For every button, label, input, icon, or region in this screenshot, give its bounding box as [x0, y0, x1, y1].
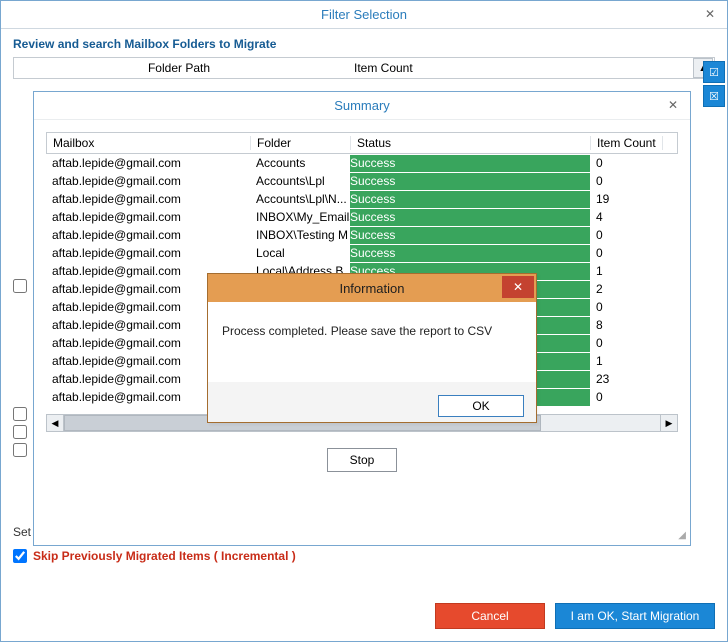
- close-icon[interactable]: ✕: [699, 5, 721, 23]
- cell-folder: Accounts\Lpl\N...: [250, 192, 350, 206]
- cell-mailbox: aftab.lepide@gmail.com: [46, 192, 250, 206]
- cell-mailbox: aftab.lepide@gmail.com: [46, 174, 250, 188]
- cell-folder: Local: [250, 246, 350, 260]
- start-migration-button[interactable]: I am OK, Start Migration: [555, 603, 715, 629]
- col-mailbox[interactable]: Mailbox: [47, 136, 251, 150]
- skip-label: Skip Previously Migrated Items ( Increme…: [33, 549, 296, 563]
- cell-count: 8: [590, 318, 662, 332]
- table-row[interactable]: aftab.lepide@gmail.comINBOX\Testing MSuc…: [46, 226, 678, 244]
- cell-mailbox: aftab.lepide@gmail.com: [46, 228, 250, 242]
- close-icon[interactable]: ✕: [502, 276, 534, 298]
- cell-status: Success: [350, 209, 590, 226]
- info-message: Process completed. Please save the repor…: [208, 302, 536, 338]
- status-badge: Success: [350, 155, 590, 172]
- folder-grid-header: Folder Path Item Count ▲: [13, 57, 715, 79]
- status-badge: Success: [350, 245, 590, 262]
- filter-selection-window: Filter Selection ✕ Review and search Mai…: [0, 0, 728, 642]
- skip-checkbox[interactable]: [13, 549, 27, 563]
- side-toggle-group: ☑ ☒: [703, 61, 725, 107]
- col-folder-path[interactable]: Folder Path: [14, 61, 344, 75]
- col-status[interactable]: Status: [351, 136, 591, 150]
- footer-buttons: Cancel I am OK, Start Migration: [435, 603, 715, 629]
- cell-count: 4: [590, 210, 662, 224]
- set-label: Set: [13, 525, 31, 539]
- row-checkbox[interactable]: [13, 443, 27, 457]
- cell-mailbox: aftab.lepide@gmail.com: [46, 210, 250, 224]
- row-checkbox[interactable]: [13, 425, 27, 439]
- cell-status: Success: [350, 245, 590, 262]
- table-row[interactable]: aftab.lepide@gmail.comAccounts\LplSucces…: [46, 172, 678, 190]
- status-badge: Success: [350, 209, 590, 226]
- col-folder[interactable]: Folder: [251, 136, 351, 150]
- skip-row: Skip Previously Migrated Items ( Increme…: [13, 549, 296, 563]
- deselect-all-icon[interactable]: ☒: [703, 85, 725, 107]
- cell-count: 1: [590, 264, 662, 278]
- summary-title: Summary: [334, 98, 390, 113]
- summary-grid-header: Mailbox Folder Status Item Count: [46, 132, 678, 154]
- cell-count: 19: [590, 192, 662, 206]
- cell-status: Success: [350, 173, 590, 190]
- summary-title-bar: Summary ✕: [34, 92, 690, 120]
- page-subtitle: Review and search Mailbox Folders to Mig…: [1, 29, 727, 57]
- cell-count: 0: [590, 390, 662, 404]
- cell-count: 1: [590, 354, 662, 368]
- scroll-right-icon[interactable]: ▶: [660, 414, 678, 432]
- cell-count: 23: [590, 372, 662, 386]
- cell-status: Success: [350, 155, 590, 172]
- status-badge: Success: [350, 191, 590, 208]
- col-item-count[interactable]: Item Count: [344, 61, 693, 75]
- status-badge: Success: [350, 227, 590, 244]
- close-icon[interactable]: ✕: [662, 96, 684, 114]
- row-checkbox[interactable]: [13, 279, 27, 293]
- cell-status: Success: [350, 191, 590, 208]
- cell-mailbox: aftab.lepide@gmail.com: [46, 156, 250, 170]
- information-dialog: Information ✕ Process completed. Please …: [207, 273, 537, 423]
- scroll-left-icon[interactable]: ◀: [46, 414, 64, 432]
- resize-grip-icon[interactable]: ◢: [678, 530, 686, 541]
- cell-count: 0: [590, 300, 662, 314]
- table-row[interactable]: aftab.lepide@gmail.comAccounts\Lpl\N...S…: [46, 190, 678, 208]
- cell-count: 0: [590, 246, 662, 260]
- cell-count: 0: [590, 228, 662, 242]
- cell-mailbox: aftab.lepide@gmail.com: [46, 246, 250, 260]
- table-row[interactable]: aftab.lepide@gmail.comINBOX\My_EmailsSuc…: [46, 208, 678, 226]
- cell-count: 0: [590, 336, 662, 350]
- window-title: Filter Selection: [321, 7, 407, 22]
- status-badge: Success: [350, 173, 590, 190]
- ok-button[interactable]: OK: [438, 395, 524, 417]
- title-bar: Filter Selection ✕: [1, 1, 727, 29]
- table-row[interactable]: aftab.lepide@gmail.comLocalSuccess0: [46, 244, 678, 262]
- left-checkbox-column: [13, 279, 27, 457]
- cell-folder: Accounts: [250, 156, 350, 170]
- info-title: Information: [339, 281, 404, 296]
- cell-count: 2: [590, 282, 662, 296]
- cell-folder: INBOX\Testing M: [250, 228, 350, 242]
- cell-count: 0: [590, 156, 662, 170]
- row-checkbox[interactable]: [13, 407, 27, 421]
- cell-status: Success: [350, 227, 590, 244]
- select-all-icon[interactable]: ☑: [703, 61, 725, 83]
- table-row[interactable]: aftab.lepide@gmail.comAccountsSuccess0: [46, 154, 678, 172]
- cell-count: 0: [590, 174, 662, 188]
- info-footer: OK: [208, 382, 536, 422]
- cell-folder: Accounts\Lpl: [250, 174, 350, 188]
- col-item-count[interactable]: Item Count: [591, 136, 663, 150]
- stop-button-wrap: Stop: [34, 448, 690, 472]
- cell-folder: INBOX\My_Emails: [250, 210, 350, 224]
- info-title-bar: Information ✕: [208, 274, 536, 302]
- stop-button[interactable]: Stop: [327, 448, 397, 472]
- cancel-button[interactable]: Cancel: [435, 603, 545, 629]
